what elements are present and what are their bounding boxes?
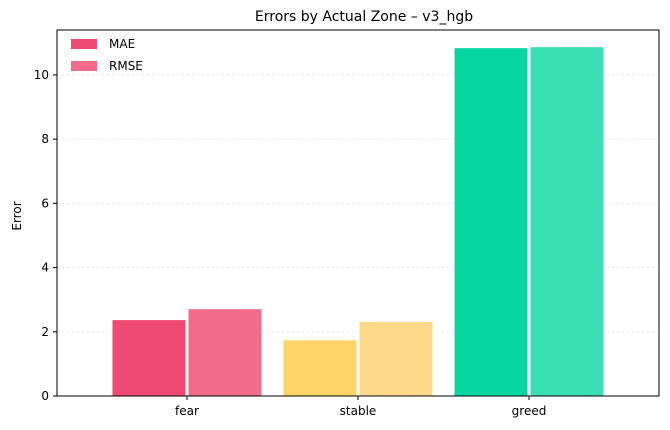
bars-layer <box>111 46 605 397</box>
plot-frame <box>56 29 660 397</box>
y-tick-label: 2 <box>41 325 49 339</box>
bar-mae-fear <box>111 319 187 397</box>
legend-label-mae: MAE <box>109 37 135 51</box>
x-tick-label: stable <box>340 404 377 418</box>
bar-mae-greed <box>453 47 529 397</box>
legend-swatch-rmse <box>71 61 97 71</box>
y-tick-label: 4 <box>41 261 49 275</box>
axes-layer: 0 2 4 6 8 10 fear stable greed <box>34 29 660 418</box>
y-tick-label: 10 <box>34 68 49 82</box>
bar-rmse-stable <box>358 321 434 397</box>
legend-swatch-mae <box>71 39 97 49</box>
bar-rmse-greed <box>529 46 605 397</box>
chart-title: Errors by Actual Zone – v3_hgb <box>255 9 473 25</box>
bar-mae-stable <box>282 339 358 397</box>
y-tick-label: 8 <box>41 132 49 146</box>
y-tick-label: 0 <box>41 389 49 403</box>
y-tick-label: 6 <box>41 196 49 210</box>
y-axis-label: Error <box>10 201 24 230</box>
legend-label-rmse: RMSE <box>109 59 143 73</box>
legend: MAE RMSE <box>71 37 143 73</box>
bar-rmse-fear <box>187 308 263 397</box>
x-tick-label: fear <box>175 404 199 418</box>
x-tick-label: greed <box>512 404 547 418</box>
